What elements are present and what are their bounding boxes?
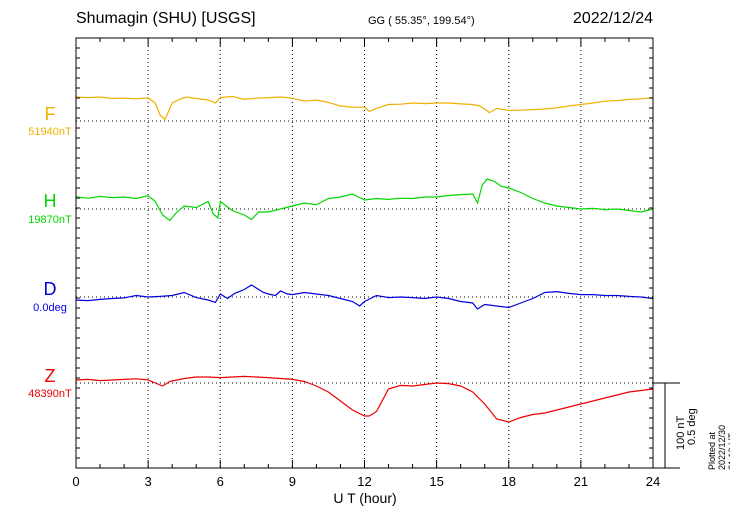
series-lines [75, 95, 654, 423]
scale-bar-label-deg: 0.5 deg [686, 408, 698, 445]
x-tick-label-3: 3 [144, 474, 152, 489]
x-tick-label-9: 9 [288, 474, 296, 489]
x-tick-label-24: 24 [645, 474, 661, 489]
x-tick-label-0: 0 [72, 474, 80, 489]
coordinates-label: GG ( 55.35°, 199.54°) [368, 15, 475, 27]
channel-name-D: D [43, 279, 57, 299]
x-tick-label-15: 15 [429, 474, 444, 489]
series-line-Z [75, 375, 654, 423]
channel-baseline-F: 51940nT [28, 126, 72, 138]
x-tick-label-21: 21 [573, 474, 589, 489]
plotted-note: Plotted at 2022/12/30 21:13 UT [707, 424, 730, 470]
series-line-D [75, 284, 654, 310]
channel-name-Z: Z [44, 366, 56, 386]
channel-baseline-D: 0.0deg [33, 302, 67, 314]
grid-lines [76, 38, 653, 468]
x-tick-label-12: 12 [357, 474, 372, 489]
channel-baseline-H: 19870nT [28, 214, 72, 226]
x-tick-label-18: 18 [501, 474, 516, 489]
channel-name-H: H [43, 191, 57, 211]
series-line-F [75, 95, 654, 121]
x-axis-label: U T (hour) [333, 490, 397, 506]
x-tick-label-6: 6 [216, 474, 224, 489]
station-title: Shumagin (SHU) [USGS] [76, 10, 256, 27]
axes [75, 37, 680, 469]
date-label: 2022/12/24 [572, 10, 653, 27]
channel-baseline-Z: 48390nT [28, 388, 72, 400]
channel-name-F: F [44, 104, 56, 124]
series-line-H [75, 178, 654, 222]
